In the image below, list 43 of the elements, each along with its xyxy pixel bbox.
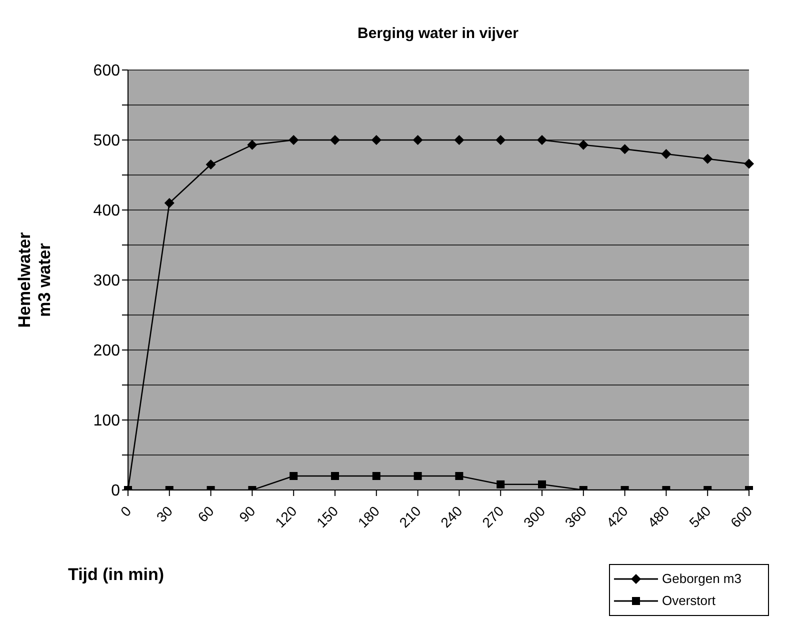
point xyxy=(371,135,382,145)
y-tick-label: 300 xyxy=(93,272,120,290)
x-tick-label: 360 xyxy=(562,502,590,531)
point xyxy=(288,135,299,145)
x-tick-label: 30 xyxy=(153,502,176,526)
x-tick-label: 600 xyxy=(727,502,756,531)
y-tick-label: 600 xyxy=(93,62,120,80)
y-tick-label: 500 xyxy=(93,132,120,150)
point xyxy=(661,149,672,159)
x-tick-label: 300 xyxy=(520,502,548,531)
point xyxy=(578,140,588,150)
point xyxy=(702,154,713,164)
point xyxy=(496,135,506,145)
x-tick-label: 480 xyxy=(644,502,672,531)
y-tick-label: 0 xyxy=(111,482,120,500)
point xyxy=(454,135,464,145)
y-axis-title: Hemelwater m3 water xyxy=(15,232,54,328)
legend-label: Geborgen m3 xyxy=(662,570,742,588)
x-tick-label: 420 xyxy=(603,502,632,531)
x-tick-label: 150 xyxy=(313,502,342,531)
x-tick-label: 270 xyxy=(478,502,507,531)
point xyxy=(412,135,423,145)
point xyxy=(330,135,340,145)
x-tick-label: 0 xyxy=(117,502,134,520)
x-tick-label: 180 xyxy=(354,502,383,531)
x-axis-title: Tijd (in min) xyxy=(68,565,164,584)
point xyxy=(744,158,754,169)
chart-title: Berging water in vijver xyxy=(358,25,519,42)
point xyxy=(206,160,216,170)
x-tick-label: 60 xyxy=(194,502,218,526)
x-tick-label: 540 xyxy=(686,502,714,531)
y-tick-label: 100 xyxy=(93,412,120,430)
x-tick-label: 90 xyxy=(236,502,258,526)
point xyxy=(164,198,174,208)
y-tick-label: 400 xyxy=(93,202,120,220)
y-tick-label: 200 xyxy=(93,342,120,360)
x-tick-label: 210 xyxy=(396,502,424,531)
x-tick-label: 240 xyxy=(437,502,466,531)
point xyxy=(620,144,630,154)
point xyxy=(247,140,258,150)
x-tick-label: 120 xyxy=(272,502,300,531)
legend-label: Overstort xyxy=(662,592,716,610)
point xyxy=(537,135,547,145)
